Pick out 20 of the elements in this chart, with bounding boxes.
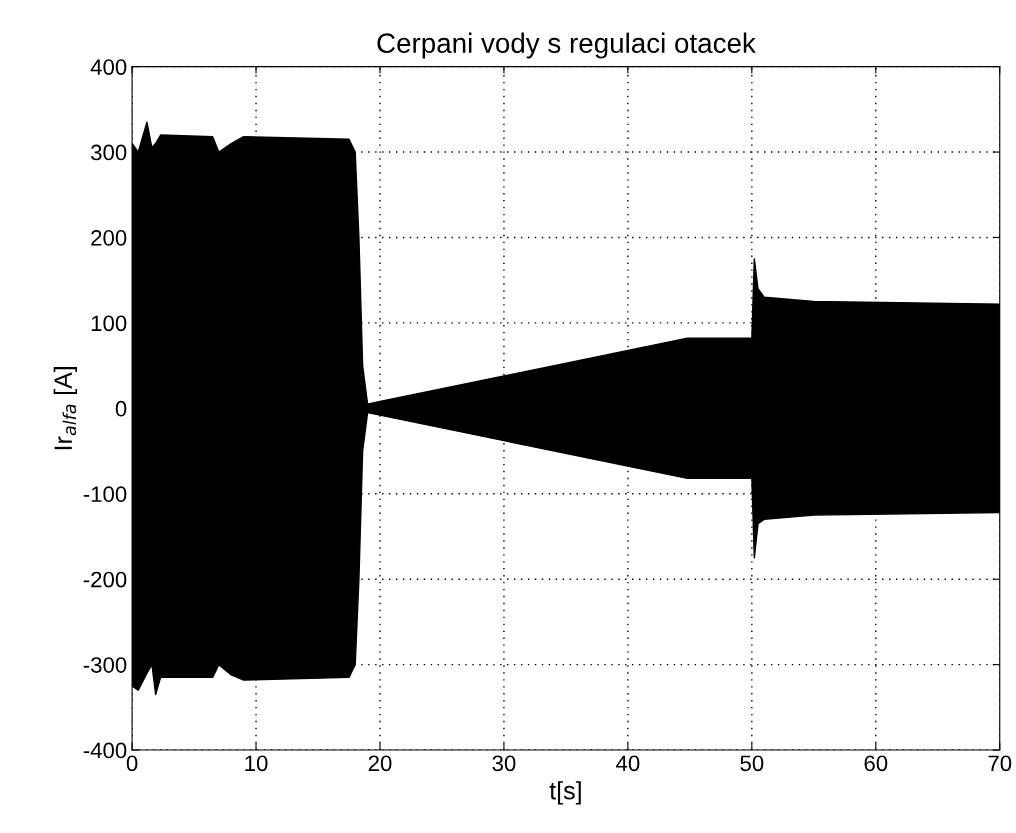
chart-title: Cerpani vody s regulaci otacek (377, 32, 756, 59)
x-tick-label: 60 (864, 755, 888, 772)
y-tick-label: -300 (83, 657, 127, 673)
y-tick-label: 100 (91, 315, 127, 332)
x-tick-label: 10 (245, 755, 268, 772)
y-tick-label: -100 (83, 486, 127, 503)
y-tick-label: 400 (90, 59, 127, 75)
x-tick-label: 30 (492, 755, 516, 772)
y-axis-title: Ir$_{alfa}$ [A] (53, 367, 77, 450)
y-tick-label: 0 (115, 400, 127, 417)
x-tick-label: 70 (988, 755, 1012, 772)
y-tick-label: 200 (91, 230, 127, 246)
x-tick-label: 0 (126, 755, 138, 772)
x-tick-label: 20 (368, 755, 392, 772)
x-axis-title: t[s] (549, 781, 581, 805)
x-tick-label: 40 (616, 755, 640, 772)
y-tick-label: -400 (83, 742, 127, 759)
y-tick-label: 300 (90, 144, 127, 161)
x-tick-label: 50 (740, 755, 764, 772)
y-tick-label: -200 (83, 571, 127, 588)
